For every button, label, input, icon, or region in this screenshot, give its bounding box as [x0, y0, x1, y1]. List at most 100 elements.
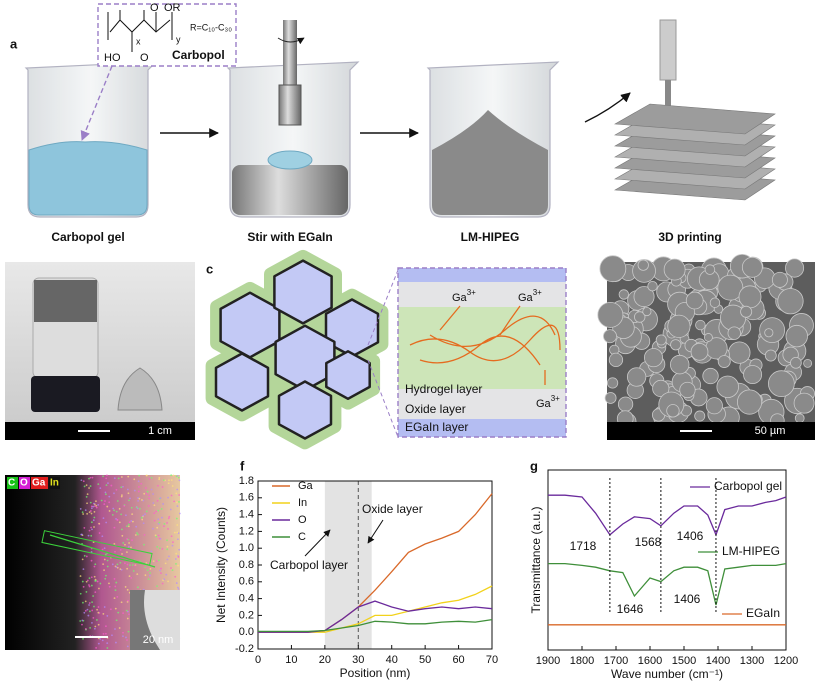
eds-dot: [143, 492, 146, 495]
eds-dot: [79, 508, 82, 510]
eds-dot: [166, 522, 168, 524]
eds-dot: [137, 490, 140, 493]
eds-dot: [128, 499, 130, 502]
eds-dot: [159, 569, 161, 572]
eds-dot: [126, 525, 128, 528]
eds-dot: [130, 520, 133, 522]
step-label: LM-HIPEG: [461, 230, 520, 244]
eds-dot: [102, 613, 105, 615]
sem-particle: [704, 333, 713, 342]
eds-dot: [161, 516, 163, 519]
element-label: C: [8, 478, 15, 489]
eds-dot: [90, 534, 93, 537]
eds-dot: [115, 566, 118, 569]
eds-dot: [145, 493, 148, 495]
eds-dot: [102, 563, 105, 566]
eds-dot: [81, 580, 84, 583]
eds-dot: [166, 558, 169, 561]
eds-dot: [84, 609, 87, 612]
x-tick-label: 1300: [740, 655, 764, 667]
eds-dot: [93, 565, 96, 568]
eds-dot: [175, 475, 178, 478]
oxide-bottom: [398, 389, 566, 419]
eds-dot: [85, 580, 88, 583]
eds-dot: [168, 515, 171, 518]
eds-dot: [93, 605, 95, 608]
eds-dot: [88, 511, 91, 514]
eds-dot: [141, 499, 143, 501]
sem-particle: [694, 410, 706, 422]
eds-dot: [156, 526, 159, 529]
eds-dot: [88, 577, 91, 580]
eds-dot: [104, 491, 107, 494]
scan-arrow: [49, 534, 156, 568]
eds-dot: [83, 485, 86, 488]
eds-dot: [106, 505, 109, 508]
sem-particle: [764, 328, 774, 338]
eds-dot: [127, 523, 130, 526]
eds-dot: [178, 479, 181, 482]
eds-dot: [82, 601, 84, 604]
eds-dot: [153, 512, 156, 515]
sem-particle: [803, 358, 813, 368]
gel-drop: [267, 150, 313, 170]
nozzle-tip: [665, 80, 671, 120]
eds-dot: [104, 577, 107, 580]
eds-dot: [108, 510, 111, 512]
eds-dot: [103, 569, 105, 572]
eds-dot: [120, 486, 123, 489]
eds-dot: [98, 587, 100, 590]
step-label: Carbopol gel: [51, 230, 124, 244]
eds-dot: [113, 492, 115, 495]
droplet: [214, 352, 270, 412]
eds-dot: [105, 574, 107, 577]
eds-dot: [160, 572, 162, 574]
element-label: In: [50, 478, 59, 489]
eds-dot: [149, 567, 152, 570]
substituent: R=C₁₀-C₃₀: [190, 22, 232, 32]
eds-dot: [92, 519, 95, 522]
eds-dot: [167, 528, 169, 530]
eds-dot: [144, 574, 147, 577]
sem-particle: [633, 286, 655, 308]
x-tick-label: 10: [285, 654, 297, 666]
sem-particle: [667, 314, 691, 338]
eds-dot: [130, 577, 133, 579]
eds-dot: [174, 575, 177, 578]
element-chip: [7, 477, 18, 489]
eds-dot: [86, 502, 88, 505]
x-tick-label: 60: [452, 654, 464, 666]
eds-dot: [111, 514, 114, 516]
eds-dot: [126, 639, 128, 641]
sem-particle: [794, 413, 805, 424]
eds-dot: [79, 575, 82, 577]
sem-particle: [685, 291, 704, 310]
eds-dot: [177, 556, 180, 558]
eds-dot: [150, 476, 153, 479]
eds-dot: [115, 488, 118, 491]
eds-dot: [89, 610, 91, 613]
eds-dot: [141, 518, 144, 521]
eds-dot: [107, 482, 109, 485]
eds-dot: [158, 476, 161, 479]
eds-dot: [166, 548, 169, 551]
eds-dot: [86, 512, 89, 515]
eds-dot: [175, 501, 178, 504]
eds-dot: [127, 525, 130, 528]
peak-label: 1568: [635, 535, 662, 549]
eds-dot: [154, 534, 157, 537]
eds-dot: [81, 511, 84, 514]
x-axis-label: Position (nm): [340, 666, 411, 680]
eds-dot: [160, 508, 163, 510]
eds-dot: [82, 585, 85, 588]
x-tick-label: 20: [319, 654, 331, 666]
eds-dot: [118, 521, 121, 524]
sem-particle: [741, 256, 763, 278]
eds-dot: [159, 497, 162, 499]
eds-dot: [115, 641, 117, 644]
eds-dot: [114, 589, 117, 592]
eds-dot: [176, 505, 179, 507]
eds-dot: [152, 493, 154, 495]
eds-dot: [124, 543, 126, 546]
eds-dot: [103, 547, 106, 550]
